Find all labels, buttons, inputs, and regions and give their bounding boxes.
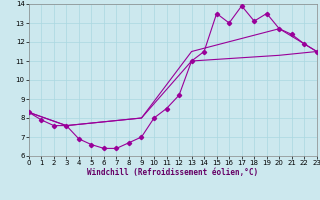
- X-axis label: Windchill (Refroidissement éolien,°C): Windchill (Refroidissement éolien,°C): [87, 168, 258, 177]
